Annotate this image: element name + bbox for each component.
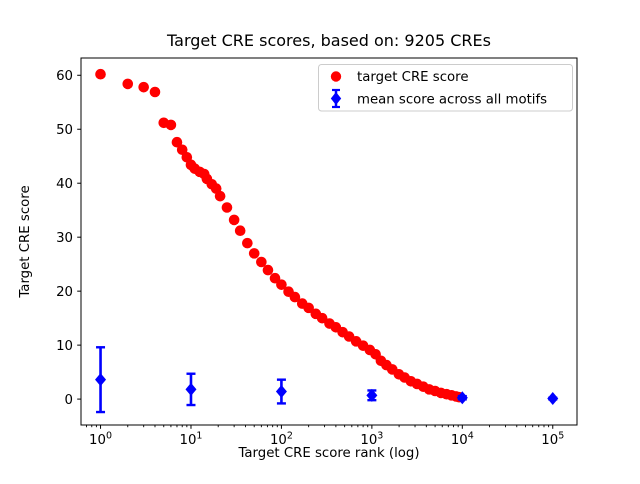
svg-text:100: 100 [89, 431, 112, 449]
axes-border [80, 57, 578, 426]
series-circle [95, 68, 465, 403]
legend: target CRE score mean score across all m… [318, 64, 573, 112]
svg-text:102: 102 [270, 431, 293, 449]
svg-text:20: 20 [56, 285, 73, 300]
svg-text:50: 50 [56, 123, 73, 138]
svg-text:40: 40 [56, 177, 73, 192]
series-diamond [95, 346, 559, 414]
svg-text:60: 60 [56, 69, 73, 84]
svg-text:105: 105 [541, 431, 564, 449]
svg-text:104: 104 [451, 431, 474, 449]
y-axis-ticks: 0 10 20 30 40 50 60 [56, 69, 81, 408]
y-axis-label: Target CRE score [18, 185, 33, 298]
x-axis-ticks: 100 101 102 103 104 105 [86, 425, 564, 449]
svg-text:30: 30 [56, 231, 73, 246]
chart-title: Target CRE scores, based on: 9205 CREs [166, 31, 491, 50]
svg-text:101: 101 [179, 431, 202, 449]
legend-box [318, 64, 573, 112]
x-axis-label: Target CRE score rank (log) [237, 446, 419, 461]
data-points-layer [95, 68, 559, 414]
legend-circle-marker-icon [330, 71, 342, 82]
legend-label-mean-score: mean score across all motifs [357, 93, 547, 108]
svg-text:103: 103 [360, 431, 383, 449]
legend-diamond-errorbar-icon [330, 88, 342, 109]
svg-text:0: 0 [65, 393, 73, 408]
legend-label-target-score: target CRE score [357, 70, 469, 85]
svg-text:10: 10 [56, 339, 73, 354]
